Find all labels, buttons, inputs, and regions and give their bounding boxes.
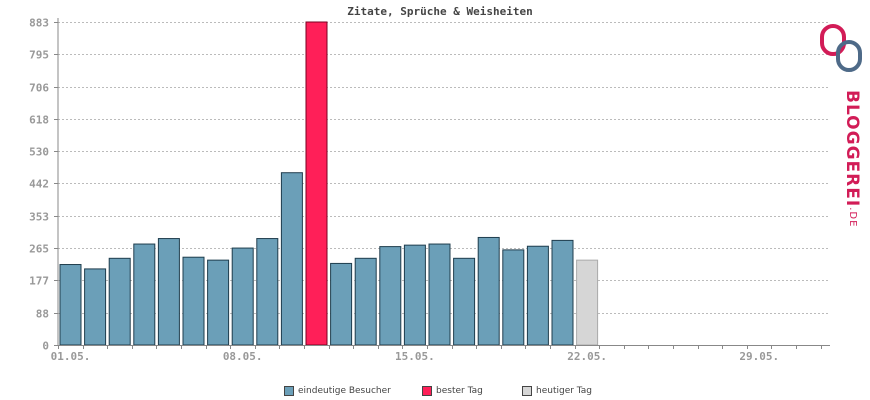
legend-swatch-best-day: [422, 386, 432, 396]
bars-layer: [59, 21, 599, 346]
y-tick-label: 706: [29, 82, 49, 95]
bar: [182, 256, 205, 346]
bar: [453, 257, 476, 346]
bar: [108, 257, 131, 346]
bar: [526, 245, 549, 346]
bar: [256, 238, 279, 346]
y-tick-label: 88: [36, 308, 49, 321]
bar: [379, 246, 402, 346]
bar-best-day: [305, 21, 328, 346]
legend-swatch-today: [522, 386, 532, 396]
y-tick-label: 0: [42, 340, 49, 353]
x-tick-label: 29.05.: [739, 350, 779, 363]
logo-icon: [820, 24, 862, 72]
bar: [133, 243, 156, 346]
y-tick-label: 618: [29, 114, 49, 127]
bar: [280, 172, 303, 346]
bar: [403, 244, 426, 346]
labels-layer: 0 88 177 265 353 442 530 618 706 795 883 01.05. 08.0…: [29, 17, 779, 364]
x-tick-label: 08.05.: [223, 350, 263, 363]
bar: [59, 264, 82, 346]
legend-label-best-day: bester Tag: [436, 386, 483, 396]
bar-today: [576, 259, 599, 346]
bar: [354, 257, 377, 346]
bar: [84, 268, 107, 346]
bar: [477, 236, 500, 346]
bar: [330, 262, 353, 346]
y-tick-label: 265: [29, 243, 49, 256]
legend-swatch-unique-visitors: [284, 386, 294, 396]
legend-label-unique-visitors: eindeutige Besucher: [298, 386, 391, 396]
legend-item-best-day: bester Tag: [422, 386, 483, 396]
bar: [231, 247, 254, 346]
y-tick-label: 177: [29, 275, 49, 288]
legend-item-unique-visitors: eindeutige Besucher: [284, 386, 391, 396]
y-tick-label: 883: [29, 17, 49, 30]
y-tick-label: 442: [29, 178, 49, 191]
bar: [551, 239, 574, 346]
bar: [157, 238, 180, 346]
bloggerei-logo[interactable]: BLOGGEREI.DE: [816, 18, 870, 227]
axis-layer: [54, 18, 830, 349]
chart-title: Zitate, Sprüche & Weisheiten: [347, 5, 533, 18]
legend-item-today: heutiger Tag: [522, 386, 592, 396]
x-tick-label: 01.05.: [51, 350, 91, 363]
logo-text: BLOGGEREI.DE: [842, 90, 862, 228]
x-tick-label: 22.05.: [567, 350, 607, 363]
legend: eindeutige Besucher bester Tag heutiger …: [0, 386, 870, 400]
x-tick-label: 15.05.: [395, 350, 435, 363]
y-tick-label: 795: [29, 49, 49, 62]
bar: [207, 259, 230, 346]
bar: [502, 249, 525, 346]
y-tick-label: 353: [29, 211, 49, 224]
y-tick-label: 530: [29, 146, 49, 159]
bar: [428, 243, 451, 346]
legend-label-today: heutiger Tag: [536, 386, 593, 396]
